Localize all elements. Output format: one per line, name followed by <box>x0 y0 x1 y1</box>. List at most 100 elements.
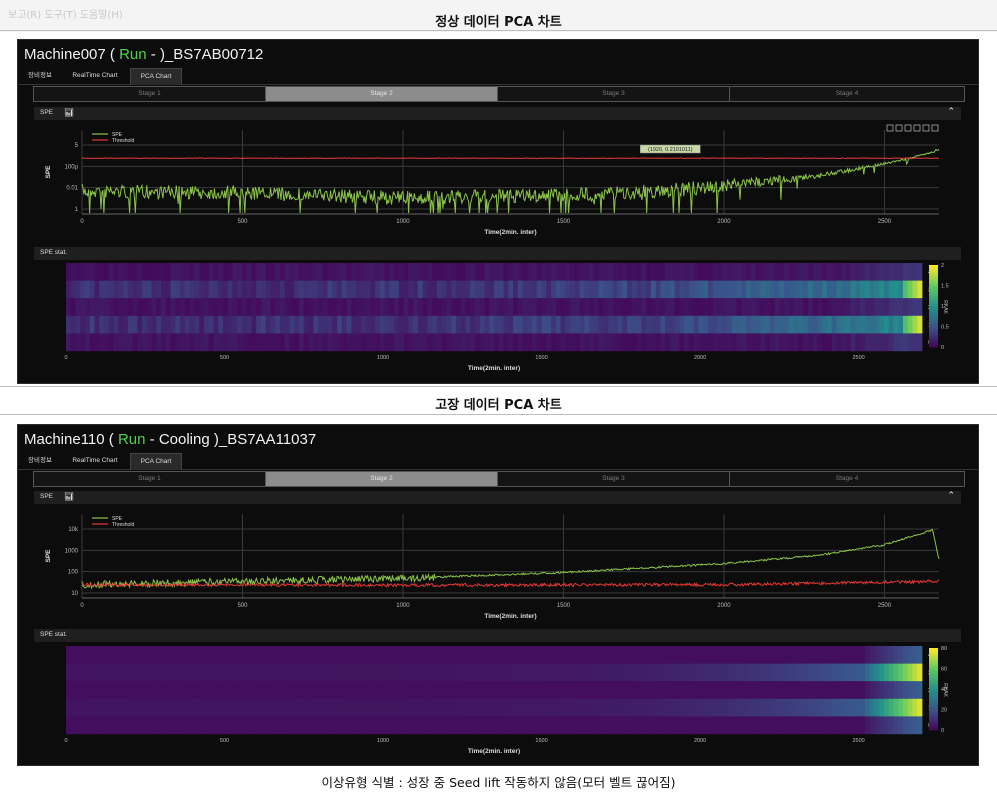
heatmap-cell <box>189 298 195 316</box>
heatmap-cell <box>546 716 552 735</box>
heatmap-cell <box>498 280 504 299</box>
heatmap-cell <box>251 698 257 717</box>
heatmap-cell <box>636 263 642 281</box>
colorbar-segment <box>929 701 938 704</box>
heatmap-cell <box>479 663 485 682</box>
heatmap-cell <box>845 263 852 281</box>
tab-equipment-info[interactable]: 장비정보 <box>28 457 52 464</box>
heatmap-cell <box>907 663 913 682</box>
heatmap-cell <box>869 698 875 717</box>
stage-tab-2[interactable]: Stage 2 <box>266 87 498 101</box>
heatmap-cell <box>555 646 561 664</box>
heatmap-cell <box>108 646 114 664</box>
heatmap-cell <box>403 716 409 735</box>
heatmap-cell <box>270 663 276 682</box>
heatmap-cell <box>498 663 504 682</box>
tab-realtime-chart[interactable]: RealTime Chart <box>72 457 118 464</box>
heatmap-cell <box>536 280 542 299</box>
heatmap-cell <box>222 663 229 682</box>
heatmap-cell <box>246 646 252 664</box>
heatmap-cell <box>631 280 638 299</box>
heatmap-cell <box>389 263 395 281</box>
heatmap-cell <box>118 315 124 334</box>
heatmap-cell <box>646 646 652 664</box>
heatmap-cell <box>536 716 542 735</box>
heatmap-cell <box>727 646 733 664</box>
heatmap-cell <box>774 263 780 281</box>
heatmap-cell <box>684 315 690 334</box>
zoom-in-icon[interactable] <box>904 124 912 132</box>
heatmap-cell <box>665 716 671 735</box>
heatmap-cell <box>189 663 195 682</box>
heatmap-cell <box>850 716 856 735</box>
heatmap-cell <box>617 333 623 352</box>
heatmap-cell <box>917 646 923 664</box>
heatmap-cell <box>698 263 704 281</box>
colorbar-segment <box>929 686 938 690</box>
heatmap-cell <box>398 315 405 334</box>
heatmap-cell <box>113 646 119 664</box>
zoom-icon[interactable] <box>895 124 903 132</box>
heatmap-cell <box>241 663 248 682</box>
heatmap-cell <box>332 663 338 682</box>
heatmap-cell <box>598 681 604 699</box>
heatmap-cell <box>356 280 362 299</box>
heatmap-cell <box>94 298 100 316</box>
heatmap-cell <box>489 315 495 334</box>
heatmap-cell <box>527 298 533 316</box>
heatmap-cell <box>265 263 271 281</box>
heatmap-cell <box>118 646 124 664</box>
heatmap-cell <box>907 716 913 735</box>
heatmap-cell <box>151 315 157 334</box>
heatmap-cell <box>902 716 909 735</box>
heatmap-cell <box>427 263 433 281</box>
machine-header: Machine110 ( Run - Cooling )_BS7AA11037 <box>24 431 316 448</box>
heatmap-cell <box>422 280 428 299</box>
heatmap-cell <box>379 298 386 316</box>
collapse-chevron-icon[interactable]: ⌃ <box>947 107 955 117</box>
reset-icon[interactable] <box>931 124 939 132</box>
stage-tab-3[interactable]: Stage 3 <box>498 472 730 486</box>
heatmap-cell <box>679 716 685 735</box>
heatmap-cell <box>280 315 286 334</box>
heatmap-cell <box>584 716 590 735</box>
heatmap-cell <box>684 698 690 717</box>
stage-tab-1[interactable]: Stage 1 <box>34 87 266 101</box>
colorbar-segment <box>929 330 938 334</box>
collapse-chevron-icon[interactable]: ⌃ <box>947 491 955 501</box>
tab-pca-chart[interactable]: PCA Chart <box>130 68 182 85</box>
stage-tab-1[interactable]: Stage 1 <box>34 472 266 486</box>
heatmap-cell <box>218 698 224 717</box>
heatmap-cell <box>222 681 229 699</box>
heatmap-cell <box>227 716 233 735</box>
heatmap-cell <box>146 646 152 664</box>
heatmap-cell <box>570 315 576 334</box>
heatmap-cell <box>508 280 514 299</box>
heatmap-cell <box>693 646 699 664</box>
stage-tab-3[interactable]: Stage 3 <box>498 87 730 101</box>
heatmap-cell <box>194 263 200 281</box>
heatmap-cell <box>389 716 395 735</box>
heatmap-cell <box>113 298 119 316</box>
heatmap-cell <box>731 263 737 281</box>
heatmap-cell <box>532 333 538 352</box>
colorbar-segment <box>929 660 938 663</box>
tab-realtime-chart[interactable]: RealTime Chart <box>72 72 118 79</box>
heatmap-cell <box>703 298 709 316</box>
heatmap-cell <box>422 333 428 352</box>
heatmap-cell <box>156 681 162 699</box>
heatmap-cell <box>555 333 561 352</box>
heatmap-cell <box>180 333 186 352</box>
stage-tab-4[interactable]: Stage 4 <box>835 90 859 97</box>
stage-tab-2[interactable]: Stage 2 <box>266 472 498 486</box>
heatmap-x-axis-label: Time(2min. inter) <box>468 365 520 372</box>
tab-pca-chart[interactable]: PCA Chart <box>130 453 182 470</box>
heatmap-cell <box>165 646 172 664</box>
camera-icon[interactable] <box>886 124 894 132</box>
x-tick-label: 500 <box>237 603 248 609</box>
stage-tab-4[interactable]: Stage 4 <box>835 475 859 482</box>
zoom-out-icon[interactable] <box>913 124 921 132</box>
heatmap-cell <box>551 315 557 334</box>
autoscale-icon[interactable] <box>922 124 930 132</box>
tab-equipment-info[interactable]: 장비정보 <box>28 72 52 79</box>
